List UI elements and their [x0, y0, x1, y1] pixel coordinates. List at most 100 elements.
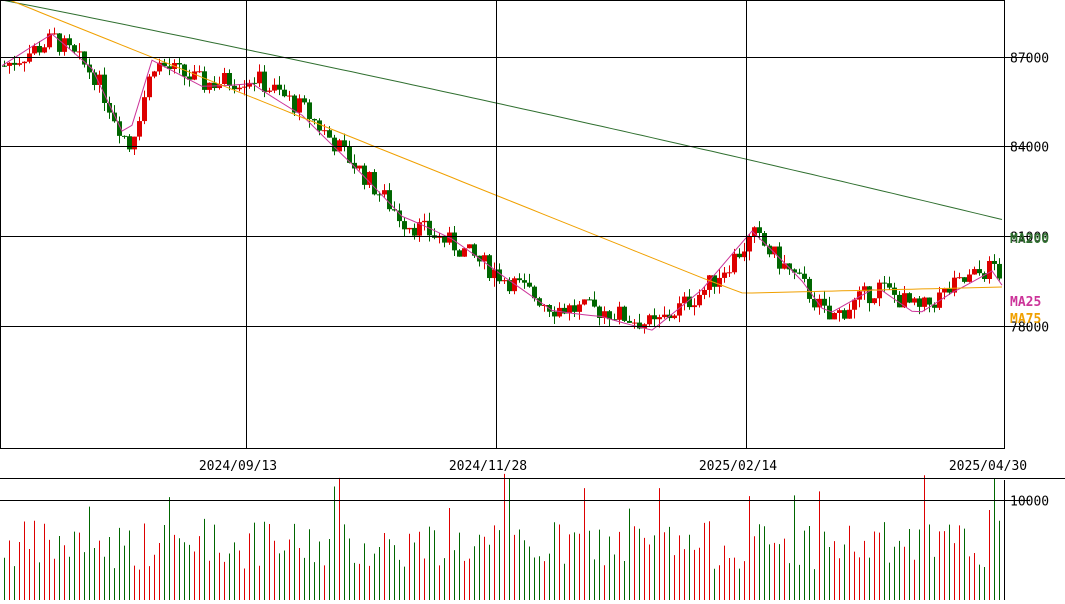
- candle-body: [212, 82, 217, 89]
- candle-body: [672, 315, 677, 319]
- candle-body: [467, 244, 472, 249]
- candle-body: [972, 269, 977, 275]
- candle-body: [892, 287, 897, 295]
- candle-body: [602, 311, 607, 318]
- candle-body: [682, 296, 687, 304]
- candle-body: [772, 246, 777, 255]
- candle-body: [762, 232, 767, 246]
- candle-body: [962, 277, 967, 282]
- candle-body: [52, 33, 57, 35]
- candle-body: [167, 66, 172, 70]
- candle-body: [42, 47, 47, 53]
- candle-body: [267, 90, 272, 92]
- candle-body: [127, 136, 132, 150]
- candle-body: [637, 322, 642, 329]
- candle-body: [287, 95, 292, 97]
- candle-body: [77, 51, 82, 53]
- moving-average-line: [1, 0, 1003, 220]
- candle-body: [822, 298, 827, 306]
- candle-body: [687, 296, 692, 308]
- y-tick-label: 78000: [1010, 321, 1049, 336]
- candle-body: [652, 315, 657, 320]
- candle-body: [552, 311, 557, 317]
- candle-body: [607, 311, 612, 320]
- candle-body: [797, 272, 802, 274]
- candle-body: [807, 278, 812, 299]
- x-tick-label: 2025/02/14: [699, 459, 777, 474]
- candle-body: [907, 293, 912, 303]
- candle-body: [697, 294, 702, 306]
- candle-body: [302, 98, 307, 103]
- x-tick-label: 2025/04/30: [949, 459, 1027, 474]
- candle-body: [707, 275, 712, 290]
- candle-body: [197, 71, 202, 73]
- candle-body: [312, 118, 317, 121]
- x-tick-label: 2024/11/28: [449, 459, 527, 474]
- candle-body: [372, 172, 377, 195]
- candle-body: [357, 165, 362, 169]
- candle-body: [332, 137, 337, 152]
- candle-body: [242, 86, 247, 88]
- candle-body: [377, 194, 382, 196]
- candle-body: [192, 71, 197, 80]
- candle-body: [132, 136, 137, 150]
- volume-tick-label: 10000: [1010, 495, 1049, 510]
- candle-body: [597, 306, 602, 318]
- candle-body: [487, 255, 492, 279]
- candle-body: [402, 221, 407, 230]
- candle-body: [137, 121, 142, 137]
- candle-body: [187, 76, 192, 80]
- candle-body: [887, 283, 892, 288]
- candle-body: [292, 95, 297, 113]
- candle-body: [472, 244, 477, 256]
- candle-body: [662, 314, 667, 318]
- candle-body: [632, 322, 637, 324]
- candle-body: [782, 263, 787, 269]
- candle-body: [532, 286, 537, 299]
- candle-body: [897, 294, 902, 308]
- candle-body: [857, 291, 862, 300]
- candle-body: [82, 51, 87, 65]
- candle-body: [32, 45, 37, 54]
- legend-label: MA25: [1010, 295, 1041, 310]
- candle-body: [617, 306, 622, 320]
- candle-body: [177, 63, 182, 65]
- candle-body: [587, 299, 592, 301]
- candle-body: [342, 140, 347, 147]
- candle-body: [87, 64, 92, 73]
- candle-body: [157, 62, 162, 72]
- candle-body: [922, 297, 927, 307]
- candle-body: [847, 309, 852, 319]
- candle-body: [67, 38, 72, 46]
- candle-body: [297, 98, 302, 113]
- candle-body: [952, 277, 957, 293]
- candle-body: [872, 298, 877, 304]
- candle-body: [502, 280, 507, 282]
- candle-body: [277, 84, 282, 90]
- candle-body: [522, 280, 527, 283]
- candle-body: [457, 250, 462, 257]
- candle-body: [17, 63, 22, 65]
- candle-body: [982, 273, 987, 280]
- candle-body: [572, 305, 577, 312]
- candle-body: [407, 227, 412, 230]
- candle-body: [512, 278, 517, 292]
- candle-body: [162, 62, 167, 67]
- candle-body: [867, 286, 872, 304]
- candle-body: [517, 278, 522, 281]
- candle-body: [262, 71, 267, 92]
- candle-body: [832, 312, 837, 320]
- candle-body: [747, 236, 752, 252]
- candle-body: [717, 277, 722, 287]
- candle-body: [352, 162, 357, 169]
- y-tick-label: 81000: [1010, 231, 1049, 246]
- candle-body: [582, 299, 587, 305]
- candle-body: [237, 87, 242, 90]
- candle-body: [957, 277, 962, 279]
- candle-body: [562, 307, 567, 314]
- candle-body: [442, 235, 447, 243]
- candle-body: [327, 130, 332, 138]
- candle-body: [482, 255, 487, 262]
- candle-body: [92, 72, 97, 85]
